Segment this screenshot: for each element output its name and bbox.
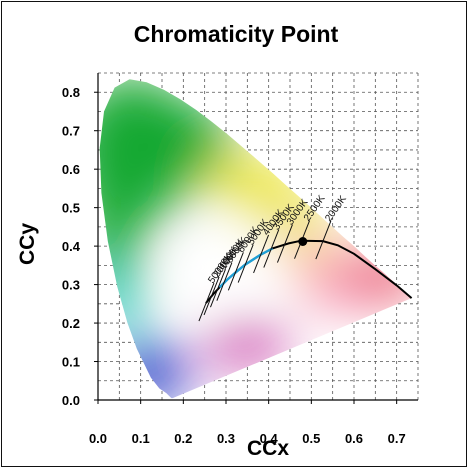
y-axis-label: CCy: [16, 223, 39, 265]
y-tick-label: 0.8: [62, 85, 80, 100]
cct-isotherm-tick: [315, 220, 332, 260]
cct-isotherm-tick: [210, 269, 226, 308]
y-tick-label: 0.5: [62, 201, 80, 216]
y-tick-label: 0.3: [62, 278, 80, 293]
cct-isotherm-tick: [263, 229, 280, 268]
x-tick-label: 0.1: [132, 431, 150, 446]
x-tick-label: 0.2: [174, 431, 192, 446]
x-tick-label: 0.0: [89, 431, 107, 446]
gamut-color-patch: [281, 234, 342, 274]
x-tick-label: 0.6: [345, 431, 363, 446]
y-tick-label: 0.6: [62, 162, 80, 177]
x-axis-label: CCx: [247, 437, 289, 460]
x-tick-label: 0.4: [260, 431, 279, 446]
cct-label: 2000K: [323, 194, 349, 224]
cct-isotherm-tick: [227, 252, 244, 291]
x-tick-label: 0.5: [302, 431, 320, 446]
gamut-color-patch: [99, 265, 145, 335]
y-tick-label: 0.7: [62, 124, 80, 139]
cct-isotherm-tick: [253, 234, 270, 274]
cct-isotherm-tick: [203, 276, 220, 316]
x-tick-label: 0.3: [217, 431, 235, 446]
cct-isotherm-tick: [276, 224, 293, 263]
y-tick-label: 0.4: [62, 239, 81, 254]
gamut-color-patch: [204, 323, 290, 370]
y-tick-label: 0.1: [62, 355, 80, 370]
chromaticity-point: [298, 237, 308, 247]
cct-isotherm-tick: [216, 262, 233, 301]
x-tick-label: 0.7: [388, 431, 406, 446]
chromaticity-point-layer: [298, 237, 308, 247]
gamut-color-patch: [221, 230, 282, 277]
cct-isotherm-tick: [198, 282, 215, 322]
y-tick-label: 0.0: [62, 393, 80, 408]
planckian-locus-highlight: [218, 247, 274, 289]
y-tick-label: 0.2: [62, 316, 80, 331]
axes: 0.0 0.1 0.2 0.3 0.4 0.5 0.6 0.7 0.0 0.1 0.2 0.3 0.4 0…: [62, 73, 418, 446]
chart-title: Chromaticity Point: [134, 21, 339, 47]
cct-isotherm-tick: [237, 244, 254, 283]
